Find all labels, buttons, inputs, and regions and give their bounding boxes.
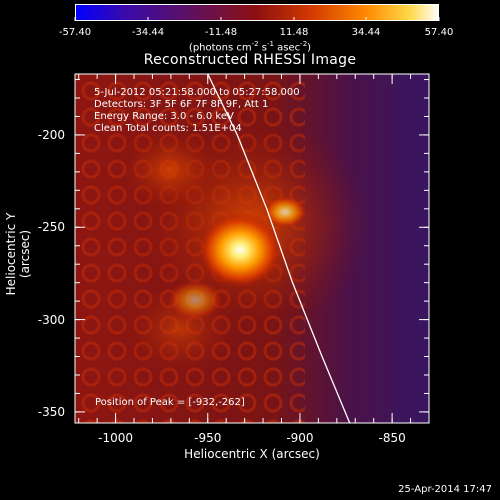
- annotation-time-range: 5-Jul-2012 05:21:58.000 to 05:27:58.000: [94, 87, 300, 98]
- colorbar-tick-label: -34.44: [131, 27, 165, 38]
- timestamp: 25-Apr-2014 17:47: [398, 484, 492, 495]
- colorbar-gradient: [75, 4, 439, 21]
- chart-title: Reconstructed RHESSI Image: [143, 52, 357, 68]
- x-tick-label: -1000: [98, 431, 133, 445]
- colorbar-tick-label: 34.44: [351, 27, 381, 38]
- minor-ticks: [75, 74, 430, 423]
- y-axis-label: Heliocentric Y (arcsec): [4, 212, 32, 296]
- annotation-counts: Clean Total counts: 1.51E+04: [94, 123, 242, 134]
- x-tick-label: -950: [194, 431, 222, 445]
- y-tick-label: -200: [37, 127, 65, 142]
- colorbar-tick-label: -11.48: [204, 27, 238, 38]
- heatmap-image: [75, 74, 429, 423]
- y-tick-label: -250: [37, 220, 65, 235]
- x-tick-label: -900: [286, 431, 314, 445]
- plot-frame: [74, 73, 430, 424]
- colorbar: [75, 4, 439, 21]
- colorbar-tick-label: -57.40: [58, 27, 92, 38]
- annotation-energy: Energy Range: 3.0 - 6.0 keV: [94, 111, 234, 122]
- y-tick-label: -300: [37, 312, 65, 327]
- colorbar-unit: (photons cm-2 s-1 asec-2): [188, 40, 312, 54]
- colorbar-tick-label: 11.48: [279, 27, 309, 38]
- x-tick-label: -850: [378, 431, 406, 445]
- y-tick-label: -350: [37, 404, 65, 419]
- annotation-peak: Position of Peak = [-932,-262]: [95, 397, 245, 408]
- limb-curve: [207, 73, 351, 424]
- x-axis-label: Heliocentric X (arcsec): [184, 447, 320, 461]
- colorbar-tick-label: 57.40: [424, 27, 454, 38]
- annotation-detectors: Detectors: 3F 5F 6F 7F 8F 9F, Att 1: [94, 99, 269, 110]
